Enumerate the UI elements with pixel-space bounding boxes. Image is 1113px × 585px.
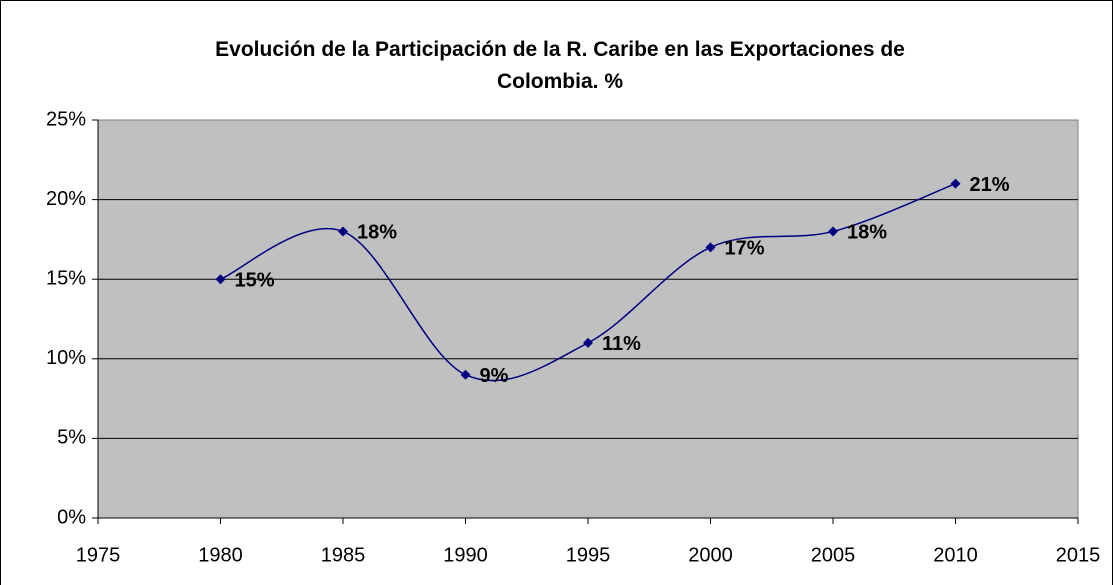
- data-label: 15%: [235, 269, 275, 291]
- marker: [950, 178, 961, 189]
- marker: [460, 369, 471, 380]
- marker: [338, 226, 348, 237]
- x-tick-label: 2015: [1056, 544, 1101, 566]
- x-tick-label: 1980: [198, 544, 243, 566]
- plot-area: [97, 119, 1079, 519]
- marker: [705, 242, 716, 253]
- y-tick-label: 10%: [46, 347, 86, 369]
- y-tick-label: 15%: [46, 267, 86, 289]
- x-tick-label: 2000: [688, 544, 733, 566]
- data-label: 17%: [725, 238, 765, 260]
- marker: [828, 226, 838, 237]
- data-label: 18%: [847, 222, 887, 244]
- chart-title: Evolución de la Participación de la R. C…: [215, 38, 905, 93]
- x-tick-label: 2005: [811, 544, 856, 566]
- x-tick-label: 1990: [443, 544, 488, 566]
- x-tick-label: 1995: [566, 544, 611, 566]
- y-tick-label: 5%: [57, 427, 86, 449]
- data-label: 21%: [970, 174, 1010, 196]
- marker: [215, 274, 226, 285]
- data-label: 9%: [480, 365, 509, 387]
- y-tick-label: 0%: [57, 506, 86, 528]
- data-label: 11%: [602, 333, 641, 355]
- marker: [583, 337, 593, 348]
- x-tick-label: 1985: [321, 544, 366, 566]
- data-label: 18%: [357, 222, 397, 244]
- y-tick-label: 20%: [46, 188, 86, 210]
- x-tick-label: 1975: [76, 544, 121, 566]
- y-tick-label: 25%: [46, 108, 86, 130]
- x-tick-label: 2010: [933, 544, 978, 566]
